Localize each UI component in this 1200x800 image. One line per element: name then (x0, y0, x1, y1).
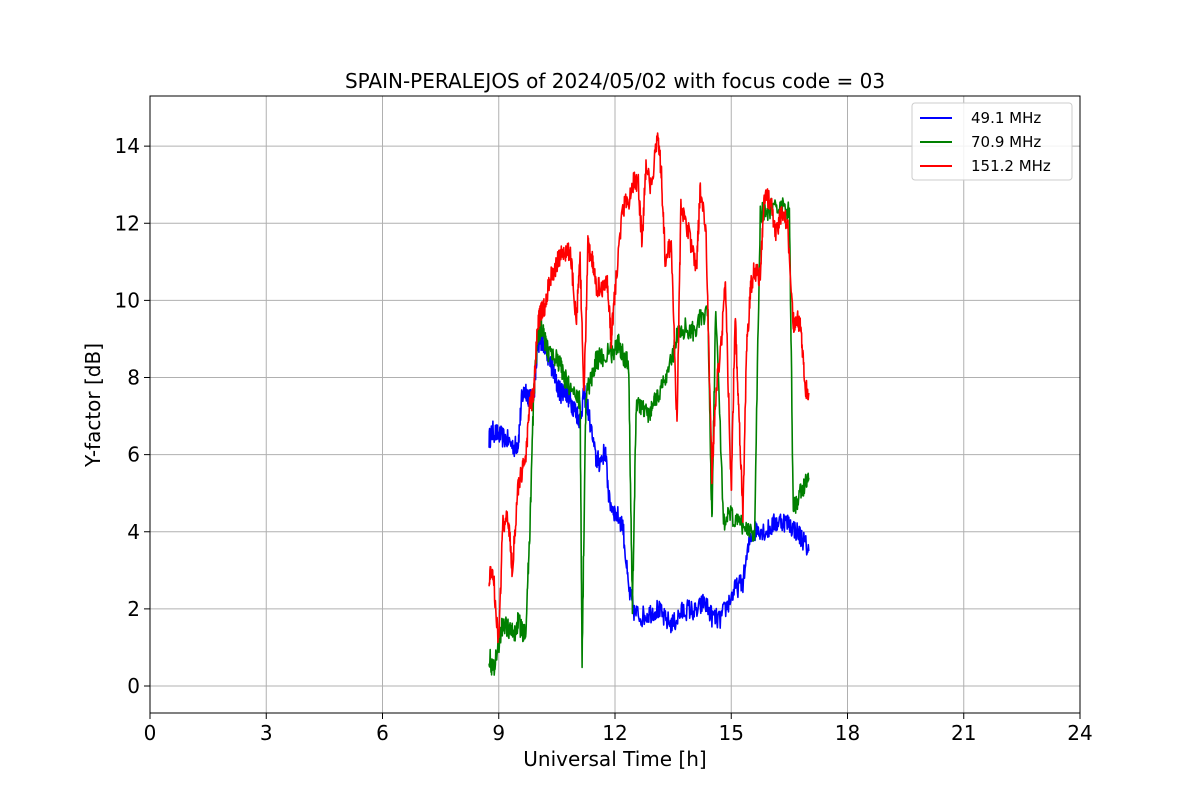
series-line-3 (488, 132, 810, 644)
legend-label: 49.1 MHz (971, 109, 1041, 127)
y-tick-label: 6 (127, 443, 140, 467)
y-axis-label: Y-factor [dB] (81, 343, 105, 468)
y-tick-label: 4 (127, 520, 140, 544)
legend: 49.1 MHz 70.9 MHz 151.2 MHz (911, 102, 1073, 181)
plot-lines (488, 132, 810, 676)
y-tick-label: 10 (115, 288, 140, 312)
y-tick-label: 2 (127, 597, 140, 621)
x-tick-label: 24 (1067, 721, 1092, 745)
x-axis-label: Universal Time [h] (523, 747, 706, 771)
x-tick-label: 0 (144, 721, 157, 745)
y-tick-label: 14 (115, 134, 140, 158)
x-tick-label: 9 (492, 721, 505, 745)
x-tick-label: 15 (719, 721, 744, 745)
y-tick-label: 8 (127, 366, 140, 390)
legend-box (911, 102, 1073, 181)
chart-title: SPAIN-PERALEJOS of 2024/05/02 with focus… (345, 69, 885, 93)
x-tick-label: 6 (376, 721, 389, 745)
legend-label: 70.9 MHz (971, 133, 1041, 151)
x-tick-label: 12 (602, 721, 627, 745)
x-tick-label: 21 (951, 721, 976, 745)
legend-label: 151.2 MHz (971, 157, 1051, 175)
y-tick-label: 0 (127, 674, 140, 698)
x-tick-label: 3 (260, 721, 273, 745)
x-tick-label: 18 (835, 721, 860, 745)
y-tick-label: 12 (115, 211, 140, 235)
